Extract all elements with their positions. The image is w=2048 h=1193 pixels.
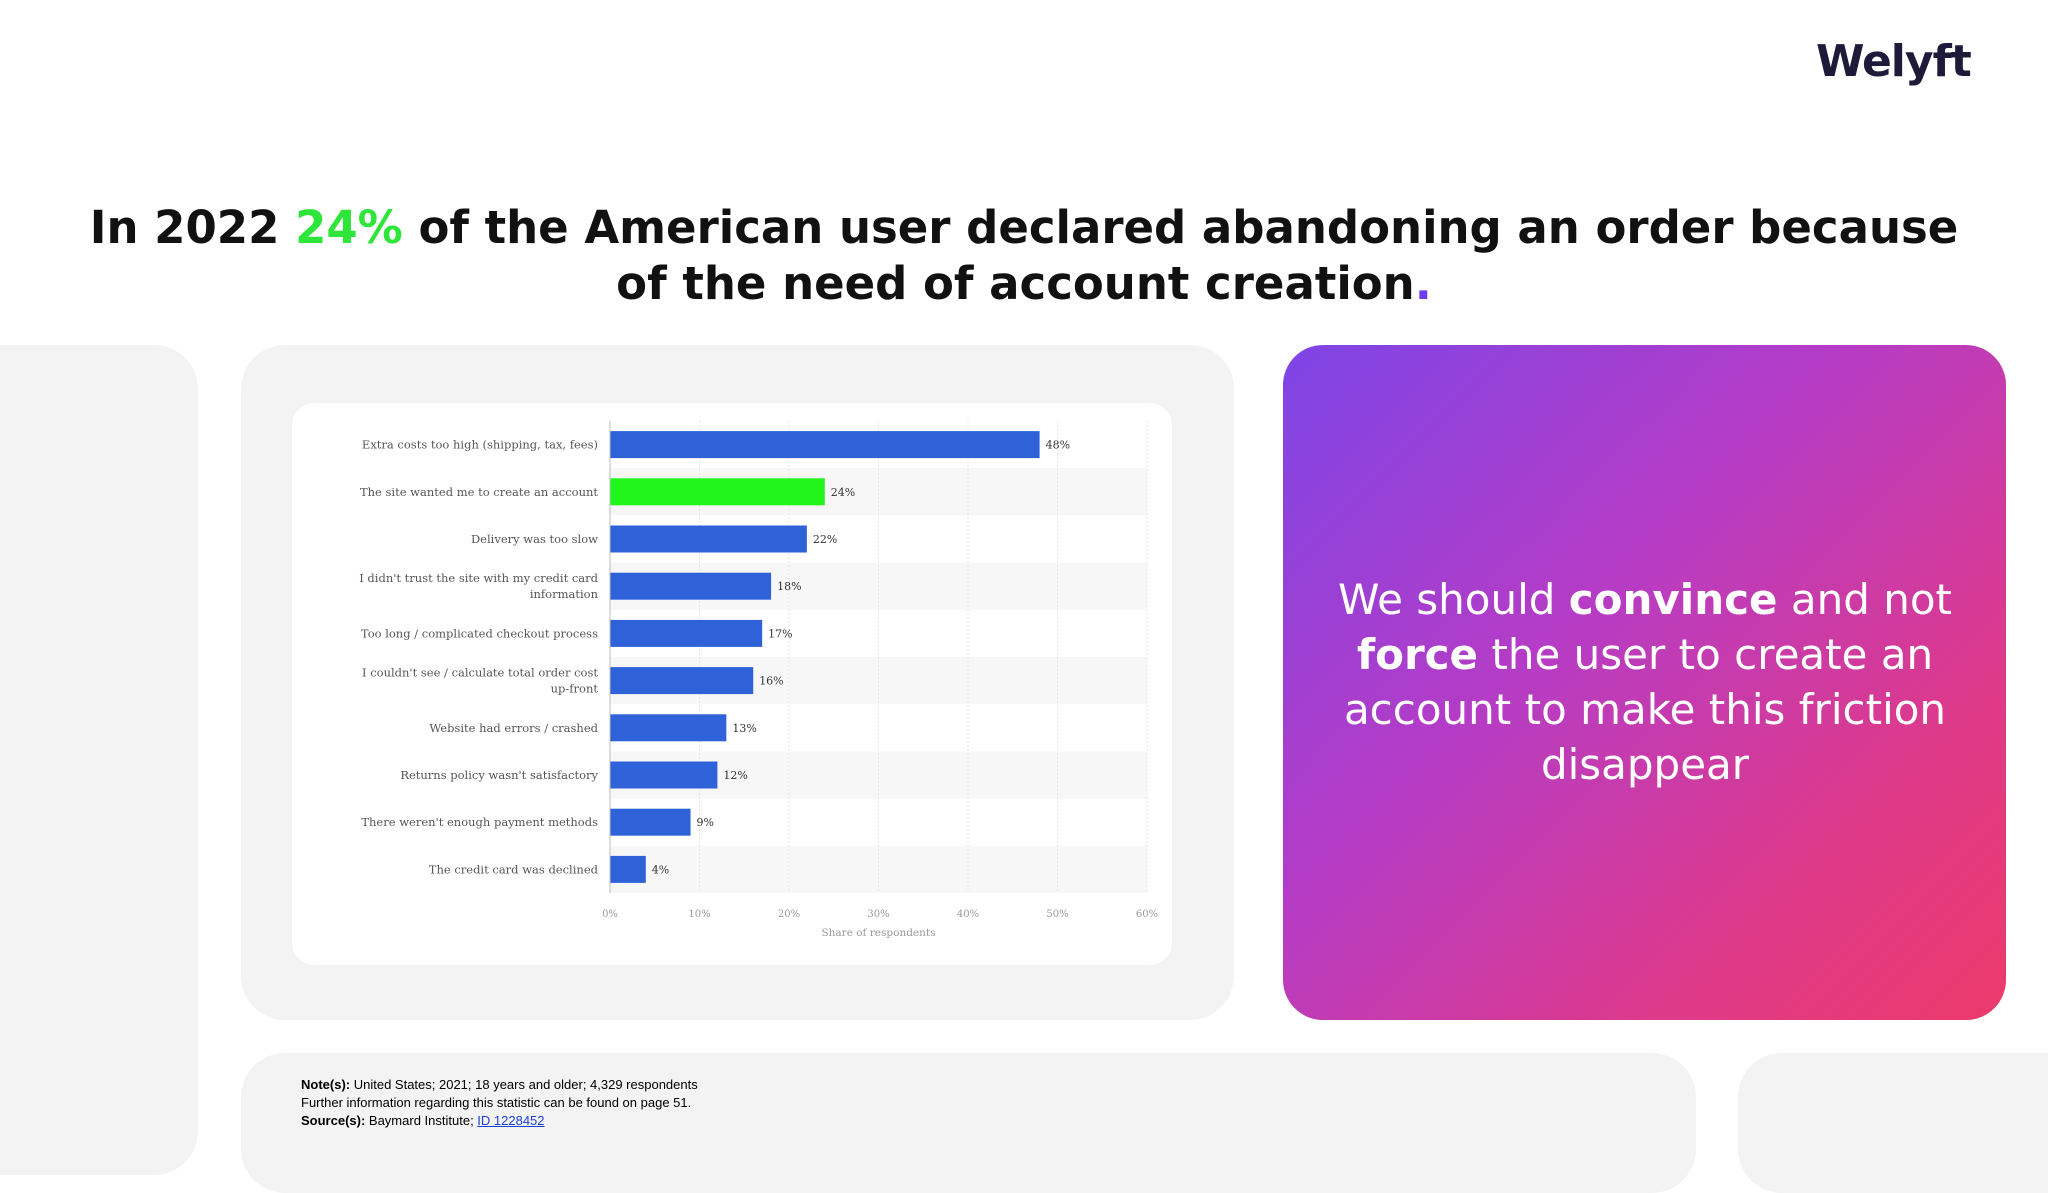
x-axis-label: Share of respondents: [821, 927, 935, 939]
bar: [610, 855, 646, 883]
bar-data-label: 48%: [1046, 439, 1070, 452]
category-label: The site wanted me to create an account: [360, 485, 598, 499]
message-t1: We should: [1338, 575, 1569, 624]
chart-notes: Note(s): United States; 2021; 18 years a…: [301, 1076, 698, 1130]
x-tick-label: 50%: [1046, 909, 1068, 920]
x-tick-label: 20%: [778, 909, 800, 920]
headline-part1: In 2022: [89, 201, 296, 254]
headline-dot: .: [1414, 257, 1432, 310]
headline-part3: of the need of account creation: [616, 257, 1415, 310]
bar: [610, 667, 754, 695]
category-label: information: [530, 587, 599, 601]
message-force: force: [1356, 630, 1479, 679]
category-label: There weren't enough payment methods: [361, 815, 598, 829]
message-t3: the user to create an account to make th…: [1343, 630, 1947, 789]
source-text: Baymard Institute;: [365, 1113, 478, 1128]
bar: [610, 525, 807, 553]
left-partial-card: [0, 345, 198, 1175]
bar: [610, 431, 1040, 459]
bar-data-label: 24%: [831, 486, 855, 499]
bar-data-label: 18%: [777, 580, 801, 593]
note-text: United States; 2021; 18 years and older;…: [350, 1077, 698, 1092]
bar-data-label: 9%: [697, 816, 714, 829]
note-label: Note(s):: [301, 1077, 351, 1092]
bar-data-label: 17%: [768, 627, 792, 640]
bar-chart: 48% Extra costs too high (shipping, tax, …: [359, 421, 1158, 939]
message-card: [1283, 345, 2006, 1020]
bar: [610, 478, 825, 506]
bar: [610, 761, 718, 789]
category-label: I couldn't see / calculate total order c…: [362, 666, 598, 680]
message-text: We should convince and not force the use…: [1300, 572, 1990, 792]
right-partial-card: [1738, 1053, 2048, 1193]
bar-data-label: 4%: [652, 863, 669, 876]
note-line: Note(s): United States; 2021; 18 years a…: [301, 1076, 698, 1094]
headline-highlight: 24%: [295, 201, 403, 254]
source-line: Source(s): Baymard Institute; ID 1228452: [301, 1112, 698, 1130]
category-label: Extra costs too high (shipping, tax, fee…: [362, 438, 598, 452]
bar-data-label: 22%: [813, 533, 837, 546]
bar: [610, 714, 727, 742]
source-link[interactable]: ID 1228452: [477, 1113, 545, 1128]
category-label: Delivery was too slow: [471, 532, 598, 546]
category-label: I didn't trust the site with my credit c…: [359, 571, 598, 585]
welyft-logo: Welyft: [1816, 26, 1972, 96]
bar: [610, 808, 691, 836]
message-t2: and not: [1777, 575, 1952, 624]
bar-data-label: 16%: [759, 675, 783, 688]
bar: [610, 619, 763, 647]
source-label: Source(s):: [301, 1113, 366, 1128]
logo-text: Welyft: [1816, 35, 1972, 87]
bar-data-label: 12%: [723, 769, 747, 782]
page-headline: In 2022 24% of the American user declare…: [0, 200, 2048, 312]
category-label: Returns policy wasn't satisfactory: [400, 768, 598, 782]
x-tick-label: 0%: [602, 909, 618, 920]
headline-part2: of the American user declared abandoning…: [402, 201, 1959, 254]
category-label: Too long / complicated checkout process: [361, 626, 598, 640]
x-tick-label: 10%: [688, 909, 710, 920]
category-label: Website had errors / crashed: [429, 721, 598, 735]
chart-panel: 48% Extra costs too high (shipping, tax, …: [292, 403, 1172, 965]
further-info: Further information regarding this stati…: [301, 1095, 692, 1110]
category-label: up-front: [551, 682, 599, 696]
category-label: The credit card was declined: [429, 862, 599, 876]
bar: [610, 572, 772, 600]
x-tick-label: 40%: [957, 909, 979, 920]
x-tick-label: 60%: [1136, 909, 1158, 920]
bar-data-label: 13%: [732, 722, 756, 735]
message-convince: convince: [1568, 575, 1778, 624]
x-tick-label: 30%: [867, 909, 889, 920]
